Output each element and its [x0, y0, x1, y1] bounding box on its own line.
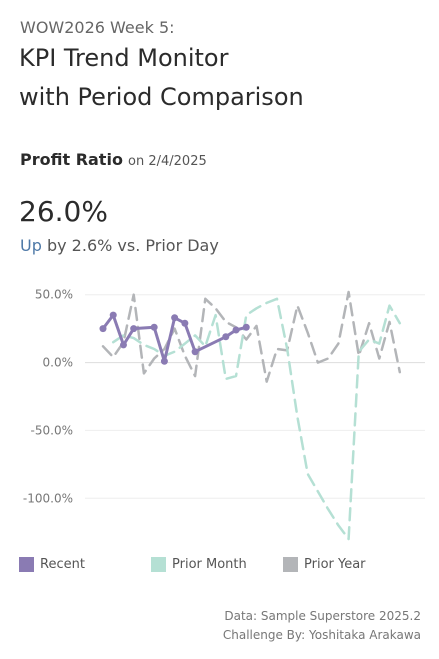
legend-item-prior-year[interactable]: Prior Year [283, 555, 366, 573]
metric-heading: Profit Ratio on 2/4/2025 [20, 150, 207, 169]
page-title-line-2: with Period Comparison [19, 83, 304, 111]
y-tick-label: 0.0% [43, 356, 74, 370]
metric-date: on 2/4/2025 [128, 154, 207, 169]
trend-chart: 50.0% 0.0% -50.0% -100.0% [23, 288, 425, 541]
change-direction: Up [20, 236, 42, 255]
change-summary: Up by 2.6% vs. Prior Day [20, 236, 219, 255]
legend-swatch-prior-month [151, 556, 166, 572]
data-point-recent [242, 323, 250, 331]
legend-label-prior-year: Prior Year [304, 556, 366, 572]
page-title-line-1: KPI Trend Monitor [19, 44, 229, 72]
legend-swatch-recent [19, 556, 34, 572]
grid-layer: 50.0% 0.0% -50.0% -100.0% [23, 288, 425, 505]
footer-challenge: Challenge By: Yoshitaka Arakawa [222, 628, 421, 642]
data-point-recent [191, 348, 199, 356]
data-point-recent [181, 319, 189, 327]
kpi-value: 26.0% [19, 195, 108, 228]
series-line-prior-year [101, 290, 402, 383]
data-point-recent [222, 333, 230, 341]
legend-label-recent: Recent [40, 556, 85, 572]
data-point-recent [232, 326, 240, 334]
y-tick-label: -50.0% [31, 423, 73, 437]
change-text: by 2.6% vs. Prior Day [46, 236, 219, 255]
data-point-recent [160, 357, 168, 365]
y-tick-label: -100.0% [23, 491, 73, 505]
subtitle: WOW2026 Week 5: [20, 18, 175, 37]
data-point-recent [171, 314, 179, 322]
footer-data-source: Data: Sample Superstore 2025.2 [224, 609, 421, 623]
data-point-recent [109, 311, 117, 319]
legend-label-prior-month: Prior Month [172, 556, 247, 572]
legend-item-prior-month[interactable]: Prior Month [151, 555, 247, 573]
series-layer [99, 290, 402, 541]
data-point-recent [99, 325, 107, 333]
metric-name: Profit Ratio [20, 150, 123, 169]
legend-item-recent[interactable]: Recent [19, 555, 85, 573]
legend-swatch-prior-year [283, 556, 298, 572]
series-line-prior-month [111, 297, 402, 541]
data-point-recent [119, 341, 127, 349]
y-tick-label: 50.0% [35, 288, 73, 302]
data-point-recent [130, 325, 138, 333]
data-point-recent [150, 323, 158, 331]
